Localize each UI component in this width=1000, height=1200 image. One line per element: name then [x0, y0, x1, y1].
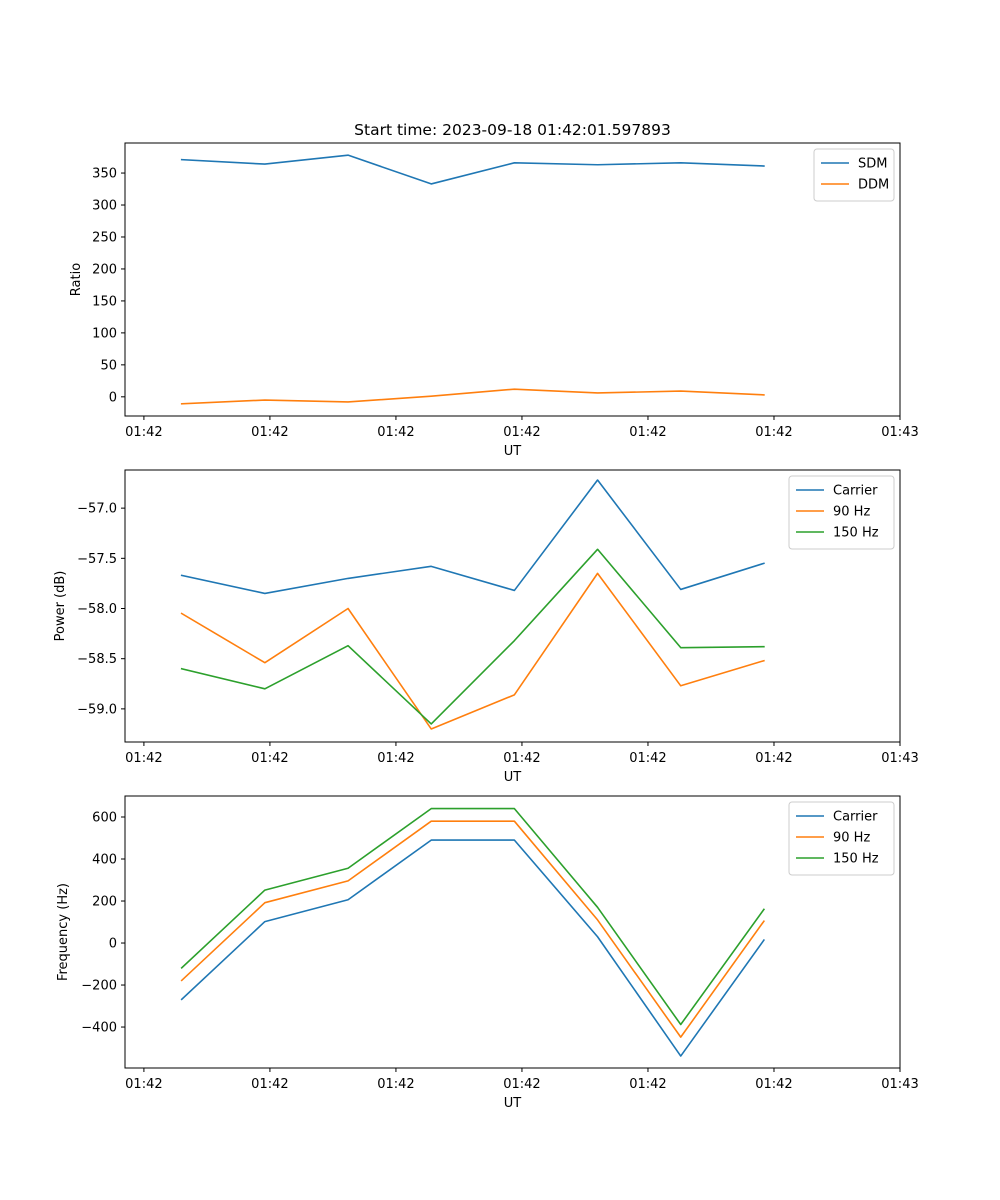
- x-tick-label: 01:42: [755, 425, 792, 440]
- y-tick-label: 600: [92, 811, 117, 826]
- y-tick-label: −57.5: [77, 552, 117, 567]
- series-line-carrier: [180, 479, 765, 595]
- x-tick-label: 01:42: [377, 1077, 414, 1092]
- x-tick-label: 01:42: [629, 1077, 666, 1092]
- x-tick-label: 01:42: [377, 425, 414, 440]
- y-axis-label: Frequency (Hz): [56, 883, 71, 981]
- x-axis-label: UT: [504, 770, 522, 785]
- series-line-sdm: [180, 154, 765, 185]
- legend-label: 150 Hz: [833, 852, 879, 867]
- legend: SDM DDM: [813, 148, 895, 202]
- legend-label: SDM: [858, 157, 887, 172]
- x-tick-label: 01:43: [881, 425, 918, 440]
- legend-label: DDM: [858, 178, 889, 193]
- y-tick-label: −400: [81, 1021, 117, 1036]
- series-line-90-hz: [180, 820, 766, 1038]
- y-axis-label: Ratio: [69, 263, 84, 296]
- legend-box: [813, 148, 895, 202]
- x-tick-label: 01:43: [881, 751, 918, 766]
- x-tick-label: 01:42: [503, 425, 540, 440]
- x-tick-label: 01:42: [503, 1077, 540, 1092]
- x-axis-label: UT: [504, 444, 522, 459]
- y-tick-label: 300: [92, 199, 117, 214]
- x-tick-label: 01:43: [881, 1077, 918, 1092]
- y-tick-label: 0: [109, 390, 117, 405]
- y-tick-label: 350: [92, 167, 117, 182]
- legend-label: Carrier: [833, 810, 878, 825]
- y-tick-label: 50: [100, 358, 117, 373]
- plot-frame: [124, 142, 901, 417]
- y-tick-label: 250: [92, 230, 117, 245]
- legend: Carrier 90 Hz 150 Hz: [788, 801, 895, 876]
- y-tick-label: 200: [92, 895, 117, 910]
- plot-frame: [124, 469, 901, 743]
- legend-label: Carrier: [833, 484, 878, 499]
- x-tick-label: 01:42: [251, 1077, 288, 1092]
- x-tick-label: 01:42: [629, 425, 666, 440]
- legend-label: 90 Hz: [833, 831, 870, 846]
- legend-box: [788, 475, 895, 550]
- legend-label: 90 Hz: [833, 505, 870, 520]
- x-tick-label: 01:42: [251, 425, 288, 440]
- series-line-ddm: [180, 388, 765, 405]
- legend: Carrier 90 Hz 150 Hz: [788, 475, 895, 550]
- x-tick-label: 01:42: [503, 751, 540, 766]
- x-tick-label: 01:42: [755, 1077, 792, 1092]
- series-line-150-hz: [180, 548, 765, 725]
- y-tick-label: −58.0: [77, 602, 117, 617]
- legend-label: 150 Hz: [833, 526, 879, 541]
- y-tick-label: −57.0: [77, 502, 117, 517]
- x-tick-label: 01:42: [755, 751, 792, 766]
- y-axis-label: Power (dB): [53, 571, 68, 642]
- legend-box: [788, 801, 895, 876]
- y-tick-label: 200: [92, 262, 117, 277]
- plot-frame: [124, 795, 901, 1069]
- y-tick-label: 400: [92, 853, 117, 868]
- series-line-150-hz: [180, 807, 766, 1026]
- series-line-carrier: [180, 839, 766, 1057]
- y-tick-label: −58.5: [77, 652, 117, 667]
- x-tick-label: 01:42: [125, 425, 162, 440]
- x-tick-label: 01:42: [125, 751, 162, 766]
- chart-panel-3: 01:42 01:42 01:42 01:42 01:42 01:42 01:43 −400 −…: [56, 795, 919, 1111]
- y-tick-label: 150: [92, 294, 117, 309]
- series-line-90-hz: [180, 572, 765, 730]
- y-tick-label: −59.0: [77, 702, 117, 717]
- x-axis-label: UT: [504, 1096, 522, 1111]
- chart-panel-1: Start time: 2023-09-18 01:42:01.59789301…: [69, 121, 919, 459]
- x-tick-label: 01:42: [251, 751, 288, 766]
- y-tick-label: −200: [81, 979, 117, 994]
- x-tick-label: 01:42: [125, 1077, 162, 1092]
- chart-panel-2: 01:42 01:42 01:42 01:42 01:42 01:42 01:43 −59.0…: [53, 469, 919, 785]
- x-tick-label: 01:42: [377, 751, 414, 766]
- y-tick-label: 100: [92, 326, 117, 341]
- chart-title: Start time: 2023-09-18 01:42:01.597893: [354, 121, 671, 139]
- y-tick-label: 0: [109, 937, 117, 952]
- x-tick-label: 01:42: [629, 751, 666, 766]
